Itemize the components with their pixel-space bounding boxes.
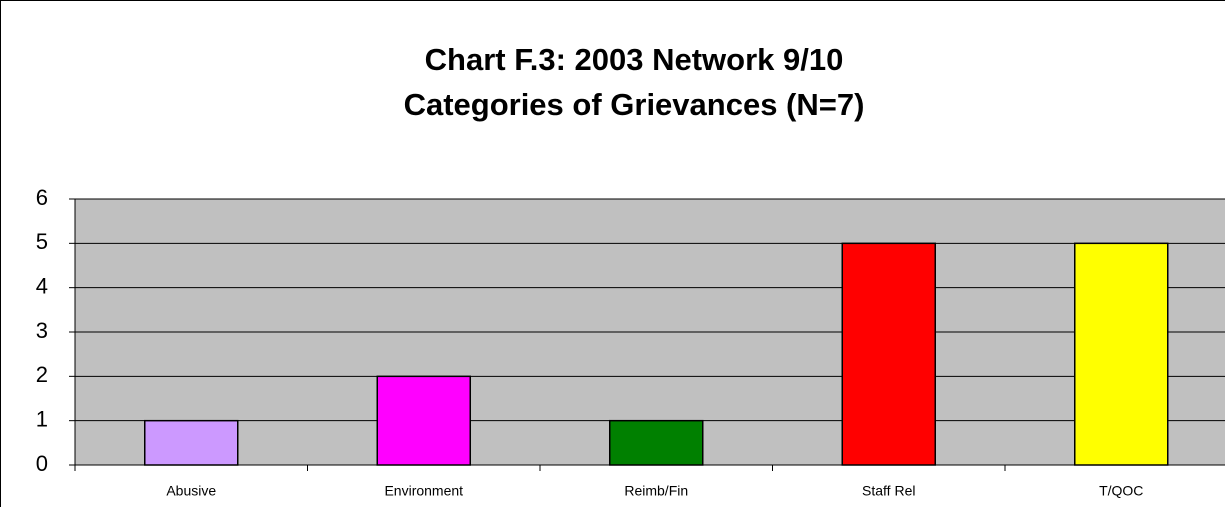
y-tick-label: 6: [36, 185, 48, 210]
chart-subtitle: Categories of Grievances (N=7): [404, 87, 865, 122]
bar: [376, 375, 471, 466]
x-tick-label: Environment: [384, 483, 463, 499]
x-tick-label: Reimb/Fin: [624, 483, 688, 499]
bar: [1074, 242, 1169, 466]
y-tick-label: 4: [36, 273, 48, 298]
y-tick-label: 0: [36, 451, 48, 476]
x-tick-label: Abusive: [166, 483, 216, 499]
y-tick-label: 2: [36, 362, 48, 387]
bar: [144, 419, 239, 466]
bar: [841, 242, 936, 466]
x-tick-label: Staff Rel: [862, 483, 915, 499]
y-tick-label: 1: [36, 406, 48, 431]
y-tick-label: 3: [36, 318, 48, 343]
bar: [609, 419, 704, 466]
chart-title: Chart F.3: 2003 Network 9/10: [425, 42, 844, 77]
y-tick-label: 5: [36, 229, 48, 254]
x-tick-label: T/QOC: [1099, 483, 1143, 499]
